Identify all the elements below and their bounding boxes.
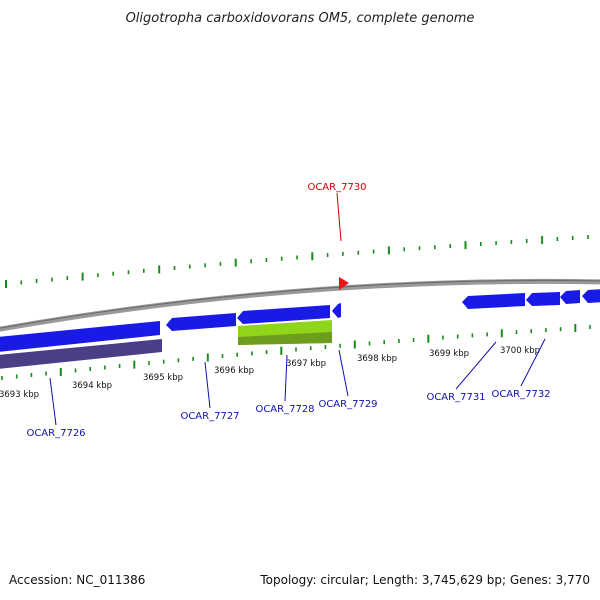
leader-ocar-7727 <box>204 361 211 409</box>
leader-ocar-7731 <box>455 341 497 390</box>
gene-label-ocar-7732[interactable]: OCAR_7732 <box>491 389 550 400</box>
genome-backbone <box>0 278 600 332</box>
scale-labels: 3693 kbp 3694 kbp 3695 kbp 3696 kbp 3697… <box>0 346 540 400</box>
gene-label-ocar-7728[interactable]: OCAR_7728 <box>255 404 314 415</box>
gene-ocar-7726[interactable] <box>0 321 160 352</box>
scale-label-3696: 3696 kbp <box>214 366 254 376</box>
leader-ocar-7726 <box>49 377 57 426</box>
gene-ocar-7728[interactable] <box>237 305 330 324</box>
gene-ocar-7729[interactable] <box>332 303 341 318</box>
gene-labels: OCAR_7726 OCAR_7727 OCAR_7728 OCAR_7729 … <box>26 182 550 439</box>
leader-ocar-7728 <box>284 354 288 402</box>
gene-ocar-7731[interactable] <box>462 293 525 309</box>
upper-tick-row <box>5 235 589 288</box>
scale-label-3697: 3697 kbp <box>286 359 326 369</box>
topology-text: Topology: circular; Length: 3,745,629 bp… <box>260 573 590 587</box>
gene-features <box>0 277 600 369</box>
scale-label-3695: 3695 kbp <box>143 373 183 383</box>
leader-ocar-7732 <box>520 338 546 387</box>
leader-ocar-7729 <box>338 349 349 397</box>
leader-lines <box>49 192 546 426</box>
gene-label-ocar-7731[interactable]: OCAR_7731 <box>426 392 485 403</box>
gene-label-ocar-7727[interactable]: OCAR_7727 <box>180 411 239 422</box>
gene-ocar-7726-overlay[interactable] <box>0 339 162 369</box>
map-title: Oligotropha carboxidovorans OM5, complet… <box>126 11 475 26</box>
gene-label-ocar-7730[interactable]: OCAR_7730 <box>307 182 366 193</box>
gene-downstream-1[interactable] <box>560 290 580 304</box>
scale-label-3698: 3698 kbp <box>357 354 397 364</box>
scale-label-3694: 3694 kbp <box>72 381 112 391</box>
gene-label-ocar-7726[interactable]: OCAR_7726 <box>26 428 85 439</box>
gene-ocar-7732[interactable] <box>526 292 560 306</box>
gene-ocar-7730[interactable] <box>339 277 349 290</box>
gene-label-ocar-7729[interactable]: OCAR_7729 <box>318 399 377 410</box>
scale-label-3699: 3699 kbp <box>429 349 469 359</box>
accession-text: Accession: NC_011386 <box>9 573 146 587</box>
genome-backbone-edge <box>0 279 600 329</box>
lower-tick-row <box>1 324 591 380</box>
scale-label-3693: 3693 kbp <box>0 390 39 400</box>
gene-downstream-2[interactable] <box>582 289 600 303</box>
scale-label-3700: 3700 kbp <box>500 346 540 356</box>
gene-ocar-7728-rna-shade <box>238 332 332 345</box>
gene-ocar-7727[interactable] <box>166 313 236 331</box>
leader-ocar-7730 <box>336 192 342 242</box>
